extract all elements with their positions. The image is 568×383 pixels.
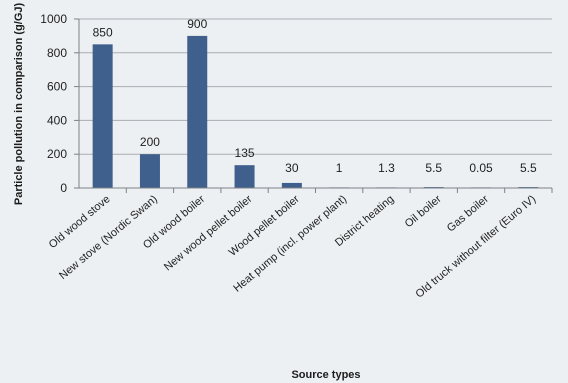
data-label: 900: [187, 17, 207, 31]
y-tick-label: 600: [47, 80, 67, 94]
y-tick-label: 200: [47, 147, 67, 161]
x-tick-label: Gas boiler: [445, 193, 491, 235]
bar: [92, 44, 113, 188]
data-label: 0.05: [469, 161, 493, 175]
x-axis-title: Source types: [291, 369, 360, 381]
bar: [139, 154, 160, 188]
data-label: 1: [336, 161, 343, 175]
x-tick-label: New stove (Nordic Swan): [57, 193, 160, 282]
bar: [234, 165, 255, 188]
y-tick-label: 400: [47, 113, 67, 127]
data-label: 5.5: [520, 161, 537, 175]
y-axis-title: Particle pollution in comparison (g/GJ): [13, 3, 25, 206]
bar: [281, 182, 302, 188]
data-label: 1.3: [378, 161, 395, 175]
y-tick-label: 800: [47, 46, 67, 60]
y-tick-label: 1000: [40, 12, 67, 26]
data-label: 30: [285, 161, 299, 175]
data-label: 200: [140, 135, 160, 149]
x-tick-label: New wood pellet boiler: [162, 193, 255, 274]
y-tick-label: 0: [60, 181, 67, 195]
data-label: 135: [235, 146, 255, 160]
data-label: 850: [93, 25, 113, 39]
x-tick-label: Oil boiler: [403, 193, 444, 230]
data-label: 5.5: [425, 161, 442, 175]
bar: [187, 35, 208, 189]
